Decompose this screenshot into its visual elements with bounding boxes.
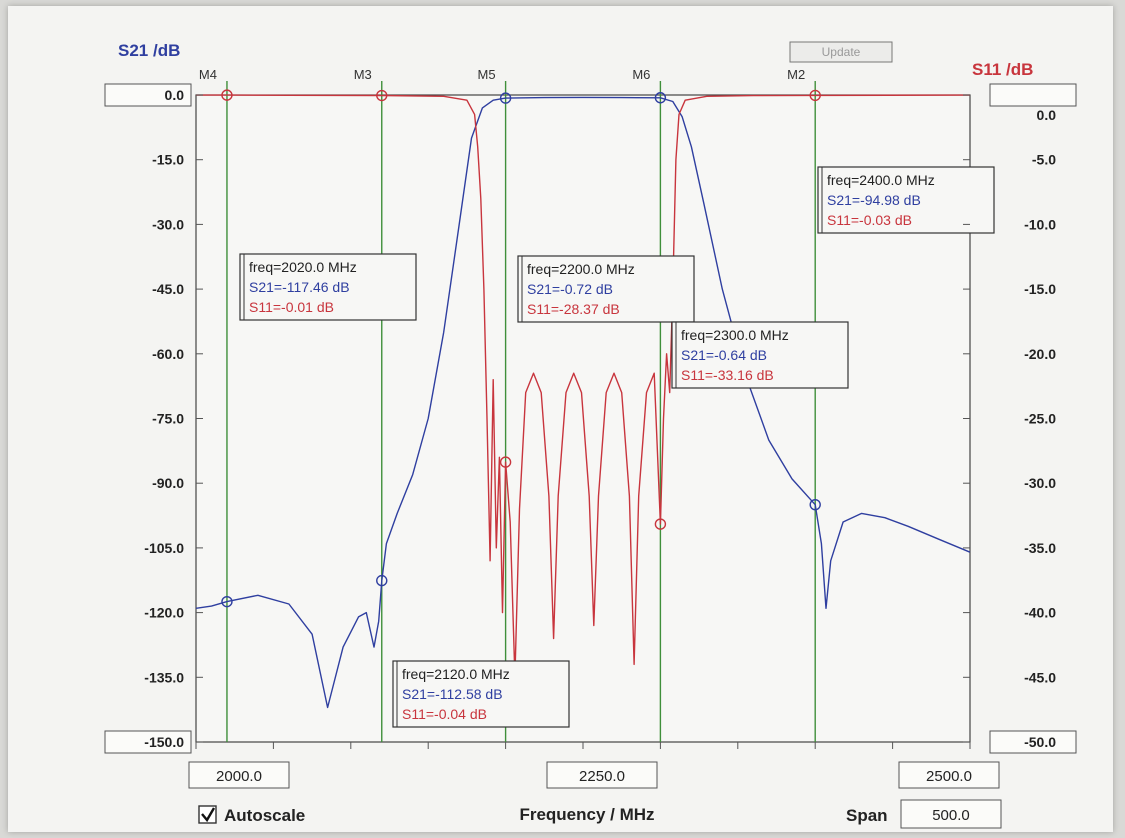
left-tick-label: -90.0 (152, 475, 184, 491)
marker-box-s11: S11=-28.37 dB (527, 301, 620, 317)
left-tick-label: -30.0 (152, 216, 184, 232)
marker-box-s11: S11=-33.16 dB (681, 367, 774, 383)
marker-box-s11: S11=-0.03 dB (827, 212, 912, 228)
left-tick-label: -120.0 (144, 605, 184, 621)
right-tick-label: -35.0 (1024, 540, 1056, 556)
span-input[interactable]: 500.0 (900, 799, 1002, 829)
marker-box-freq: freq=2120.0 MHz (402, 666, 510, 682)
marker-box-frame (671, 321, 849, 389)
marker-box-frame (517, 255, 695, 323)
left-tick-label: -60.0 (152, 346, 184, 362)
update-button-label: Update (822, 45, 861, 59)
x-axis-stop-field-text: 2500.0 (926, 768, 972, 785)
marker-box-frame (239, 253, 417, 321)
marker-box-freq: freq=2400.0 MHz (827, 172, 935, 188)
marker-m5-s21-dot (499, 92, 512, 104)
update-button-box (789, 41, 893, 63)
marker-label-m2: M2 (787, 67, 805, 82)
left-tick-label: -15.0 (152, 152, 184, 168)
left-axis-field-box (104, 730, 192, 754)
span-input-text: 500.0 (932, 807, 970, 824)
x-axis-start-field-box (188, 761, 290, 789)
right-tick-label: -25.0 (1024, 411, 1056, 427)
right-tick-label: -45.0 (1024, 669, 1056, 685)
marker-box-freq: freq=2300.0 MHz (681, 327, 789, 343)
s-parameter-chart: M4 M3 M5 M6 M2 freq=2020.0 MHz S21=-117.46 dB… (104, 41, 1077, 829)
marker-box-frame (817, 166, 995, 234)
right-tick-label: -10.0 (1024, 216, 1056, 232)
update-button[interactable]: Update (789, 41, 893, 63)
left-axis-field-box (104, 83, 192, 107)
series-s11-line (196, 94, 971, 678)
marker-m3-s11-dot (376, 89, 388, 102)
x-axis-start-field-text: 2000.0 (216, 768, 262, 785)
x-axis-center-field-text: 2250.0 (579, 768, 625, 785)
marker-m6-s11-dot (654, 518, 667, 530)
x-axis-stop-field-box (898, 761, 1000, 789)
right-tick-label: -30.0 (1024, 475, 1056, 491)
left-tick-label: -45.0 (152, 281, 184, 297)
left-axis-title: S21 /dB (118, 41, 180, 60)
marker-m3-s21-dot (376, 574, 388, 587)
x-axis-center-field-box (546, 761, 658, 789)
right-tick-label: -40.0 (1024, 605, 1056, 621)
x-axis-title: Frequency / MHz (519, 805, 654, 824)
right-tick-label: -20.0 (1024, 346, 1056, 362)
right-axis-field-box (989, 83, 1077, 107)
marker-m2-s11-dot (809, 89, 821, 102)
right-axis-title: S11 /dB (972, 60, 1033, 79)
autoscale-checkbox[interactable] (198, 805, 217, 824)
marker-box-s21: S21=-94.98 dB (827, 192, 921, 208)
marker-box-m2: freq=2400.0 MHz S21=-94.98 dB S11=-0.03 dB (817, 166, 995, 234)
x-axis-stop-field: 2500.0 (898, 761, 1000, 789)
left-tick-label: -150.0 (144, 734, 184, 750)
x-axis-center-field: 2250.0 (546, 761, 658, 789)
instrument-screen: M4 M3 M5 M6 M2 freq=2020.0 MHz S21=-117.46 dB… (8, 6, 1113, 832)
right-tick-label: -50.0 (1024, 734, 1056, 750)
left-tick-label: -105.0 (144, 540, 184, 556)
autoscale-label: Autoscale (224, 806, 305, 825)
x-axis-start-field: 2000.0 (188, 761, 290, 789)
series-s21-line (195, 96, 971, 709)
left-tick-label: -135.0 (144, 669, 184, 685)
marker-label-m4: M4 (199, 67, 217, 82)
marker-box-freq: freq=2020.0 MHz (249, 259, 357, 275)
right-tick-label: -15.0 (1024, 281, 1056, 297)
marker-box-s21: S21=-112.58 dB (402, 686, 503, 702)
marker-box-s21: S21=-0.64 dB (681, 347, 767, 363)
marker-box-m4: freq=2020.0 MHz S21=-117.46 dB S11=-0.01 d… (239, 253, 417, 321)
marker-m4-s21-dot (221, 595, 233, 608)
marker-label-m5: M5 (478, 67, 496, 82)
marker-box-s21: S21=-117.46 dB (249, 279, 350, 295)
marker-box-m6: freq=2300.0 MHz S21=-0.64 dB S11=-33.16 dB (671, 321, 849, 389)
left-tick-label: 0.0 (165, 87, 185, 103)
right-axis-field-box (989, 730, 1077, 754)
marker-m5-s11-dot (499, 456, 512, 468)
right-tick-label: -5.0 (1032, 152, 1056, 168)
marker-box-m3: freq=2120.0 MHz S21=-112.58 dB S11=-0.04 d… (392, 660, 570, 728)
marker-box-freq: freq=2200.0 MHz (527, 261, 635, 277)
marker-m6-s21-dot (654, 92, 667, 104)
marker-box-m5: freq=2200.0 MHz S21=-0.72 dB S11=-28.37 dB (517, 255, 695, 323)
left-tick-label: -75.0 (152, 411, 184, 427)
marker-m2-s21-dot (809, 498, 821, 511)
marker-box-frame (392, 660, 570, 728)
span-input-box (900, 799, 1002, 829)
marker-box-s11: S11=-0.01 dB (249, 299, 334, 315)
marker-m4-s11-dot (221, 89, 233, 101)
marker-box-s21: S21=-0.72 dB (527, 281, 613, 297)
right-tick-label: 0.0 (1037, 107, 1057, 123)
marker-label-m6: M6 (632, 67, 650, 82)
span-label: Span (846, 806, 888, 825)
marker-label-m3: M3 (354, 67, 372, 82)
check-icon (201, 807, 216, 823)
marker-box-s11: S11=-0.04 dB (402, 706, 487, 722)
